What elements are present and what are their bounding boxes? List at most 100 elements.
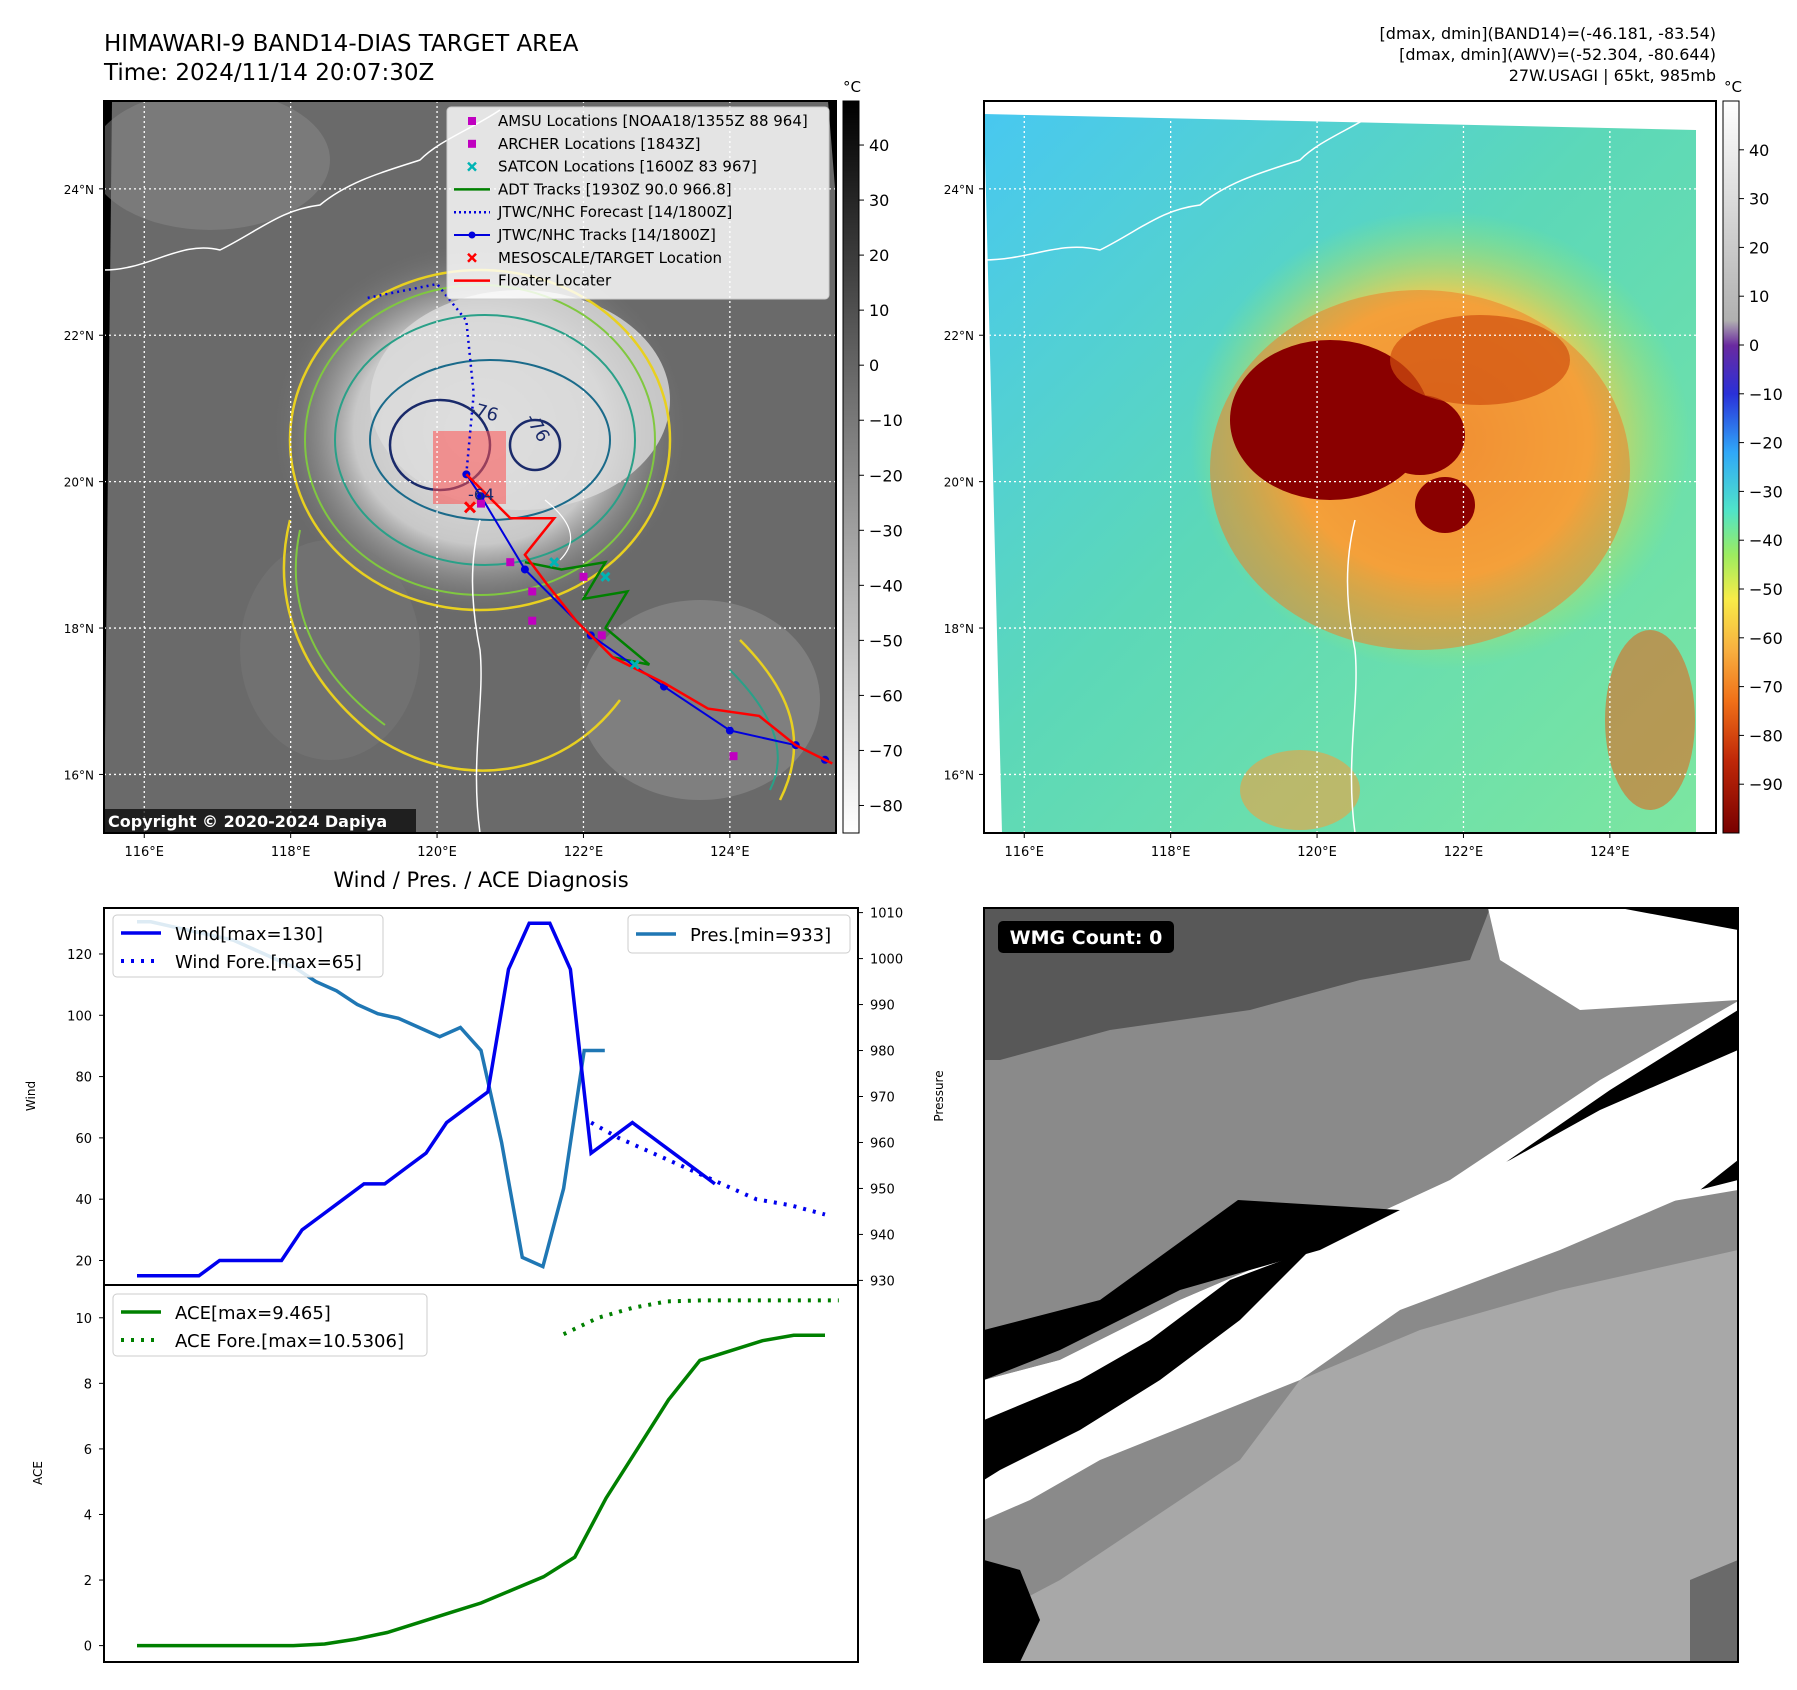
pressure-tick-label: 1000 [870, 953, 903, 968]
colorbar-tick-label: 30 [869, 191, 889, 210]
ace-forecast-line [562, 1298, 839, 1337]
colorbar-tick-label: −70 [1749, 678, 1783, 697]
map-legend-label: Floater Locater [498, 272, 612, 290]
colorbar-tick-label: 40 [1749, 141, 1769, 160]
colorbar-tick-label: −50 [1749, 580, 1783, 599]
wind-tick-label: 120 [67, 948, 92, 963]
wind-tick-label: 20 [75, 1254, 92, 1269]
lat-tick-label: 20°N [944, 476, 974, 490]
colorbar-tick-label: −30 [1749, 482, 1783, 501]
amsu-marker [506, 558, 515, 567]
satcon-marker [600, 571, 611, 582]
awv-colorbar-unit: °C [1724, 78, 1742, 96]
map-legend-label: MESOSCALE/TARGET Location [498, 249, 722, 267]
lat-tick-label: 20°N [64, 476, 94, 490]
pressure-tick-label: 1010 [870, 907, 903, 922]
pressure-tick-label: 960 [870, 1136, 895, 1151]
pressure-tick-label: 990 [870, 999, 895, 1014]
lon-tick-label: 116°E [1004, 845, 1044, 860]
adt-track-line [524, 560, 651, 666]
archer-marker [476, 499, 485, 508]
legend-wind: Wind[max=130] [175, 924, 323, 945]
colorbar-tick-label: 10 [869, 301, 889, 320]
lon-tick-label: 122°E [564, 845, 604, 860]
wind-legend: Wind[max=130] Wind Fore.[max=65] [112, 914, 384, 978]
lon-tick-label: 122°E [1444, 845, 1484, 860]
legend-ace-fore: ACE Fore.[max=10.5306] [175, 1331, 404, 1352]
wind-pressure-panel: 20 40 60 80 100 120 930 940 950 960 970 980 990 1000… [24, 907, 946, 1290]
ace-tick-label: 2 [84, 1574, 92, 1589]
amsu-marker [579, 572, 588, 581]
colorbar-tick-label: −20 [869, 466, 903, 485]
lon-tick-label: 124°E [710, 845, 750, 860]
legend-wind-fore: Wind Fore.[max=65] [175, 952, 362, 973]
copyright-badge: Copyright © 2020-2024 Dapiya [104, 809, 416, 833]
jtwc-track-point [520, 565, 529, 574]
awv-colorbar: °C 40 30 20 10 0 −10 −20 −30 −40 −50 −60 −70 −80 −90 [1722, 78, 1783, 834]
colorbar-tick-label: −80 [869, 796, 903, 815]
pressure-tick-label: 980 [870, 1045, 895, 1060]
lon-tick-label: 124°E [1590, 845, 1630, 860]
colorbar-tick-label: −60 [1749, 629, 1783, 648]
lon-tick-label: 120°E [1297, 845, 1337, 860]
map-legend-label: SATCON Locations [1600Z 83 967] [498, 158, 757, 176]
wind-tick-label: 40 [75, 1193, 92, 1208]
wmg-panel [984, 908, 1738, 1662]
lat-tick-label: 24°N [64, 183, 94, 197]
lon-tick-label: 116°E [124, 845, 164, 860]
colorbar-tick-label: 0 [1749, 336, 1759, 355]
jtwc-track-point [725, 726, 734, 735]
pressure-axis-label: Pressure [932, 1070, 946, 1121]
map-legend: AMSU Locations [NOAA18/1355Z 88 964] ARCH… [446, 106, 830, 300]
lat-tick-label: 22°N [944, 329, 974, 343]
lon-tick-label: 120°E [417, 845, 457, 860]
awv-map-panel [984, 101, 1716, 833]
copyright-text: Copyright © 2020-2024 Dapiya [108, 812, 387, 831]
wind-tick-label: 60 [75, 1132, 92, 1147]
archer-marker [597, 631, 606, 640]
colorbar-tick-label: −20 [1749, 434, 1783, 453]
colorbar-tick-label: −80 [1749, 726, 1783, 745]
wind-tick-label: 100 [67, 1009, 92, 1024]
target-marker [463, 501, 477, 514]
ace-legend: ACE[max=9.465] ACE Fore.[max=10.5306] [112, 1293, 428, 1357]
lat-tick-label: 18°N [64, 622, 94, 636]
archer-marker [729, 752, 738, 761]
colorbar-tick-label: −30 [869, 521, 903, 540]
map-legend-item: JTWC/NHC Tracks [14/1800Z] [454, 226, 716, 244]
ace-tick-label: 0 [84, 1640, 92, 1655]
lat-tick-label: 16°N [64, 768, 94, 782]
pressure-tick-label: 940 [870, 1228, 895, 1243]
map-legend-label: JTWC/NHC Forecast [14/1800Z] [497, 203, 732, 221]
map-legend-label: AMSU Locations [NOAA18/1355Z 88 964] [498, 112, 808, 130]
lon-tick-label: 118°E [1151, 845, 1191, 860]
legend-pres: Pres.[min=933] [690, 925, 831, 946]
contour-label-c: -64 [468, 485, 494, 504]
colorbar-tick-label: −10 [1749, 385, 1783, 404]
map-legend-item: AMSU Locations [NOAA18/1355Z 88 964] [468, 112, 808, 130]
lat-tick-label: 22°N [64, 329, 94, 343]
amsu-marker [528, 616, 537, 625]
map-legend-label: JTWC/NHC Tracks [14/1800Z] [497, 226, 716, 244]
ace-tick-label: 4 [84, 1508, 92, 1523]
floater-locater-line [465, 473, 833, 765]
map-legend-label: ADT Tracks [1930Z 90.0 966.8] [498, 180, 732, 198]
colorbar-tick-label: −90 [1749, 775, 1783, 794]
wind-tick-label: 80 [75, 1071, 92, 1086]
lat-tick-label: 16°N [944, 768, 974, 782]
lon-tick-label: 118°E [271, 845, 311, 860]
colorbar-tick-label: −40 [1749, 531, 1783, 550]
satcon-marker [629, 659, 640, 670]
map-legend-label: ARCHER Locations [1843Z] [498, 135, 701, 153]
colorbar-tick-label: 20 [869, 246, 889, 265]
map-legend-item: Floater Locater [454, 272, 612, 290]
pressure-tick-label: 970 [870, 1091, 895, 1106]
figure-title-line1: HIMAWARI-9 BAND14-DIAS TARGET AREA [104, 31, 579, 57]
ir-colorbar: °C 40 30 20 10 0 −10 −20 −30 −40 −50 −60 −70 −80 [842, 78, 903, 834]
diagnosis-title: Wind / Pres. / ACE Diagnosis [333, 868, 628, 892]
wind-forecast-line [590, 1120, 826, 1217]
colorbar-tick-label: −40 [869, 576, 903, 595]
satcon-marker [549, 557, 560, 568]
colorbar-tick-label: 30 [1749, 190, 1769, 209]
ace-axis-label: ACE [31, 1461, 45, 1485]
